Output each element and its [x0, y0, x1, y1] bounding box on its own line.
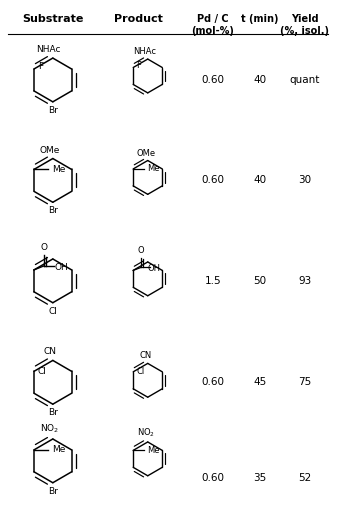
Text: Product: Product: [114, 14, 162, 24]
Text: 52: 52: [298, 473, 311, 483]
Text: 45: 45: [253, 377, 266, 387]
Text: t (min): t (min): [241, 14, 278, 24]
Text: Me: Me: [147, 446, 159, 455]
Text: NO$_2$: NO$_2$: [137, 426, 155, 439]
Text: 35: 35: [253, 473, 266, 483]
Text: NHAc: NHAc: [133, 47, 156, 56]
Text: Cl: Cl: [49, 307, 57, 316]
Text: OH: OH: [55, 264, 69, 272]
Text: OMe: OMe: [136, 149, 155, 158]
Text: Cl: Cl: [38, 367, 47, 376]
Text: F: F: [38, 61, 43, 70]
Text: Cl: Cl: [136, 368, 144, 376]
Text: O: O: [40, 243, 48, 252]
Text: Br: Br: [48, 106, 58, 115]
Text: Me: Me: [52, 446, 65, 454]
Text: 75: 75: [298, 377, 311, 387]
Text: 40: 40: [253, 75, 266, 85]
Text: Yield
(%, isol.): Yield (%, isol.): [280, 14, 329, 35]
Text: 0.60: 0.60: [202, 75, 224, 85]
Text: CN: CN: [140, 351, 152, 360]
Text: 30: 30: [298, 175, 311, 186]
Text: Pd / C
(mol-%): Pd / C (mol-%): [191, 14, 235, 35]
Text: Me: Me: [147, 164, 159, 173]
Text: Me: Me: [52, 165, 65, 174]
Text: 50: 50: [253, 276, 266, 286]
Text: 0.60: 0.60: [202, 175, 224, 186]
Text: F: F: [136, 61, 141, 70]
Text: NO$_2$: NO$_2$: [40, 422, 60, 435]
Text: 93: 93: [298, 276, 311, 286]
Text: 40: 40: [253, 175, 266, 186]
Text: quant: quant: [289, 75, 320, 85]
Text: NHAc: NHAc: [37, 45, 61, 54]
Text: Br: Br: [48, 487, 58, 496]
Text: 1.5: 1.5: [205, 276, 221, 286]
Text: CN: CN: [43, 347, 56, 356]
Text: 0.60: 0.60: [202, 377, 224, 387]
Text: Br: Br: [48, 206, 58, 215]
Text: OMe: OMe: [40, 146, 60, 155]
Text: Substrate: Substrate: [22, 14, 84, 24]
Text: OH: OH: [147, 264, 160, 273]
Text: 0.60: 0.60: [202, 473, 224, 483]
Text: O: O: [138, 246, 144, 256]
Text: Br: Br: [48, 408, 58, 417]
